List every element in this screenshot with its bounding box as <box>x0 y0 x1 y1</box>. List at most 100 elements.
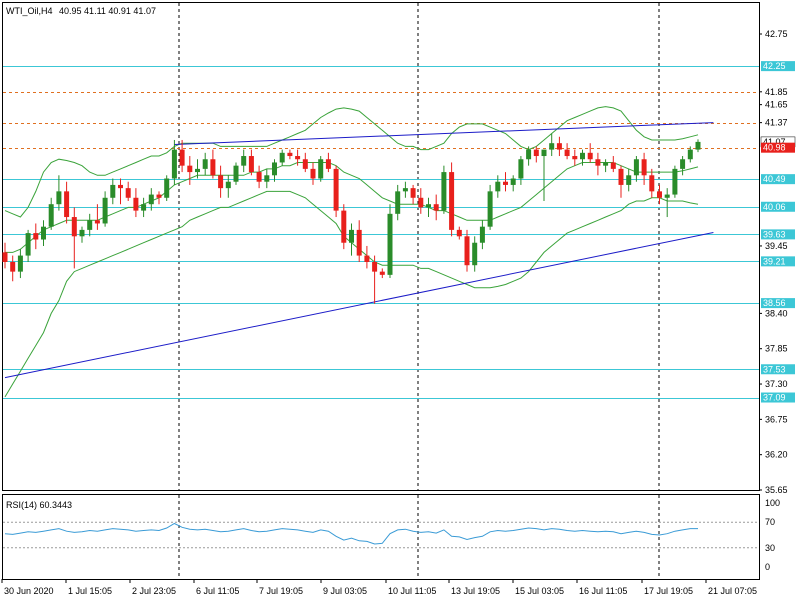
price-layer <box>2 3 759 490</box>
candle-body <box>464 236 470 266</box>
candle-body <box>518 159 524 179</box>
rsi-axis-label: 30 <box>765 543 775 553</box>
candle-body <box>25 233 31 256</box>
candle-body <box>110 184 116 198</box>
candle-body <box>133 197 139 211</box>
price-axis-label: 37.85 <box>765 344 788 354</box>
time-axis-label: 17 Jul 19:05 <box>644 586 693 596</box>
candle-body <box>587 152 593 160</box>
level-price-label: 39.63 <box>763 229 786 239</box>
trendline <box>4 231 714 379</box>
candle-body <box>318 159 324 179</box>
candle-body <box>387 213 393 275</box>
candle-body <box>79 229 85 237</box>
level-price-label: 40.49 <box>763 174 786 184</box>
candle-body <box>279 152 285 163</box>
candle-body <box>287 152 293 157</box>
level-price-marker <box>761 256 795 267</box>
candle-body <box>395 191 401 214</box>
candle-body <box>487 191 493 227</box>
price-axis-label: 41.65 <box>765 100 788 110</box>
candle-body <box>17 255 23 272</box>
candle-body <box>195 168 200 173</box>
level-price-marker <box>761 298 795 309</box>
candle-body <box>71 217 77 237</box>
level-price-label: 42.25 <box>763 61 786 71</box>
candle-body <box>364 255 370 262</box>
level-price-marker <box>761 364 795 375</box>
candle-body <box>171 149 177 179</box>
candle-body <box>94 220 100 224</box>
level-price-label: 39.21 <box>763 256 786 266</box>
candle-body <box>572 156 578 160</box>
level-price-marker <box>761 61 795 72</box>
candle-body <box>641 159 647 176</box>
candle-body <box>441 172 447 211</box>
level-price-marker <box>761 392 795 403</box>
candle-body <box>310 168 316 179</box>
candle-body <box>241 156 247 166</box>
time-axis-label: 1 Jul 15:05 <box>68 586 112 596</box>
candle-body <box>179 149 185 166</box>
candle-body <box>618 168 624 185</box>
candle-body <box>510 178 516 185</box>
candle-body <box>33 233 39 240</box>
candle-body <box>2 252 8 262</box>
level-price-label: 40.06 <box>763 202 786 212</box>
candle-body <box>472 242 478 266</box>
candle-body <box>372 262 378 272</box>
candle-body <box>687 149 693 160</box>
time-axis-label: 2 Jul 23:05 <box>132 586 176 596</box>
price-axis-label: 36.75 <box>765 414 788 424</box>
candle-body <box>349 229 354 243</box>
price-axis-label: 37.30 <box>765 379 788 389</box>
rsi-line <box>4 522 698 545</box>
candle-body <box>118 184 123 189</box>
candle-body <box>680 159 686 169</box>
time-axis-label: 10 Jul 11:05 <box>388 586 436 596</box>
price-panel-frame <box>2 2 760 491</box>
time-axis-label: 6 Jul 11:05 <box>196 586 239 596</box>
rsi-axis-label: 100 <box>765 498 780 508</box>
time-axis-label: 16 Jul 11:05 <box>579 586 627 596</box>
symbol-label: WTI_Oil,H4 <box>6 6 53 16</box>
candle-body <box>210 159 216 176</box>
level-price-label: 37.09 <box>763 393 786 403</box>
candle-body <box>272 162 277 176</box>
candle-body <box>580 152 585 160</box>
level-price-label: 38.56 <box>763 298 786 308</box>
candle-body <box>233 165 239 182</box>
candle-body <box>426 204 431 208</box>
candle-body <box>418 197 424 208</box>
candle-body <box>10 262 16 272</box>
candle-body <box>87 220 93 230</box>
time-axis-label: 9 Jul 03:05 <box>323 586 367 596</box>
candle-body <box>256 172 262 182</box>
time-axis-label: 7 Jul 19:05 <box>259 586 303 596</box>
candle-body <box>141 204 147 211</box>
ohlc-label: 40.95 41.11 40.91 41.07 <box>59 6 156 16</box>
candle-body <box>410 188 416 198</box>
candle-body <box>657 191 662 198</box>
candle-body <box>225 181 231 189</box>
candle-body <box>695 141 701 150</box>
candle-body <box>549 143 555 150</box>
level-price-label: 37.53 <box>763 364 786 374</box>
time-axis-label: 21 Jul 07:05 <box>708 586 757 596</box>
price-axis-label: 36.20 <box>765 450 788 460</box>
candle-body <box>664 194 670 198</box>
time-axis-label: 15 Jul 03:05 <box>515 586 564 596</box>
candle-body <box>402 188 408 192</box>
candle-body <box>218 175 224 189</box>
candle-body <box>479 226 485 243</box>
candle-body <box>556 143 562 150</box>
candle-body <box>341 210 347 243</box>
current-price-label: 41.07 <box>763 137 786 147</box>
candle-body <box>633 159 639 176</box>
candle-body <box>626 175 632 185</box>
candle-body <box>610 162 616 169</box>
candle-body <box>48 204 54 227</box>
